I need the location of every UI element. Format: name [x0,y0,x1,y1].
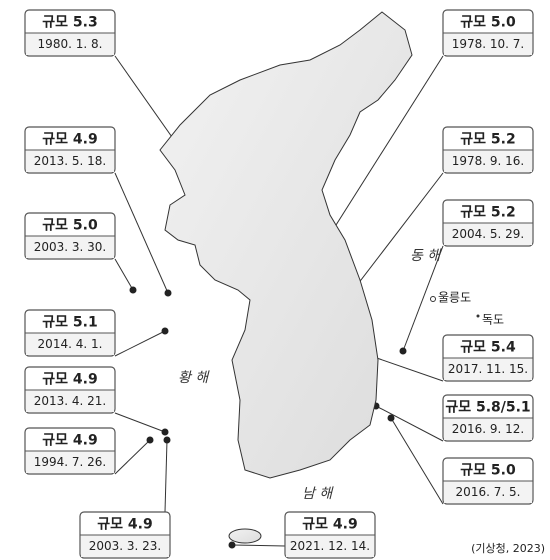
ulleungdo-label: 울릉도 [438,291,471,305]
page: 동 해 황 해 남 해 울릉도 독도 (기상청, 2023) 규모 5.3 198… [0,0,550,560]
date: 1994. 7. 26. [34,455,107,469]
callout: 규모 4.9 1994. 7. 26. [25,428,115,474]
epicenter [229,542,236,549]
callout: 규모 4.9 2003. 3. 23. [80,512,170,558]
date: 2014. 4. 1. [38,337,103,351]
connector [115,440,150,474]
jeju [229,529,261,543]
date: 2017. 11. 15. [448,362,528,376]
epicenter [162,328,169,335]
dokdo-label: 독도 [482,313,504,327]
epicenter [400,348,407,355]
callout: 규모 5.0 2016. 7. 5. [443,458,533,504]
magnitude: 규모 5.2 [460,132,515,148]
magnitude: 규모 5.4 [460,340,516,356]
source: (기상청, 2023) [471,542,545,555]
yellow-sea: 황 해 [178,370,210,386]
callout: 규모 4.9 2013. 5. 18. [25,127,115,173]
magnitude: 규모 4.9 [42,372,97,388]
callout: 규모 5.4 2017. 11. 15. [443,335,533,381]
connector [165,440,167,512]
callout: 규모 4.9 2021. 12. 14. [285,512,375,558]
callout: 규모 5.0 2003. 3. 30. [25,213,115,259]
connector [371,356,443,381]
date: 1978. 9. 16. [452,154,525,168]
date: 1978. 10. 7. [452,37,525,51]
connector [115,413,165,432]
connector [232,545,285,546]
callout: 규모 5.8/5.1 2016. 9. 12. [443,395,533,441]
magnitude: 규모 5.0 [460,15,516,31]
magnitude: 규모 4.9 [302,517,357,533]
callout: 규모 5.0 1978. 10. 7. [443,10,533,56]
magnitude: 규모 4.9 [42,132,97,148]
epicenter [130,287,137,294]
date: 2016. 9. 12. [452,422,525,436]
map: 동 해 황 해 남 해 울릉도 독도 (기상청, 2023) 규모 5.3 198… [0,0,550,560]
date: 2013. 5. 18. [34,154,107,168]
magnitude: 규모 5.0 [460,463,516,479]
connector [376,406,443,441]
magnitude: 규모 4.9 [42,433,97,449]
date: 2016. 7. 5. [456,485,521,499]
east-sea: 동 해 [410,248,442,264]
callout: 규모 4.9 2013. 4. 21. [25,367,115,413]
callout: 규모 5.1 2014. 4. 1. [25,310,115,356]
magnitude: 규모 5.2 [460,205,515,221]
epicenter [147,437,154,444]
epicenter [164,437,171,444]
south-sea: 남 해 [302,486,334,502]
ulleungdo-mark [431,297,436,302]
dokdo-mark [477,315,480,318]
date: 2003. 3. 23. [89,539,162,553]
epicenter [388,415,395,422]
date: 2003. 3. 30. [34,240,107,254]
connector [115,259,133,290]
peninsula [160,12,412,478]
epicenter [165,290,172,297]
connector [391,418,443,504]
magnitude: 규모 5.1 [42,315,97,331]
callout: 규모 5.2 1978. 9. 16. [443,127,533,173]
date: 2013. 4. 21. [34,394,107,408]
epicenter [162,429,169,436]
callout: 규모 5.3 1980. 1. 8. [25,10,115,56]
date: 2021. 12. 14. [290,539,370,553]
connector [115,331,165,356]
callout: 규모 5.2 2004. 5. 29. [443,200,533,246]
date: 2004. 5. 29. [452,227,525,241]
magnitude: 규모 5.8/5.1 [445,400,530,416]
connector [115,173,168,293]
date: 1980. 1. 8. [38,37,103,51]
magnitude: 규모 5.0 [42,218,98,234]
magnitude: 규모 4.9 [97,517,152,533]
magnitude: 규모 5.3 [42,15,97,31]
